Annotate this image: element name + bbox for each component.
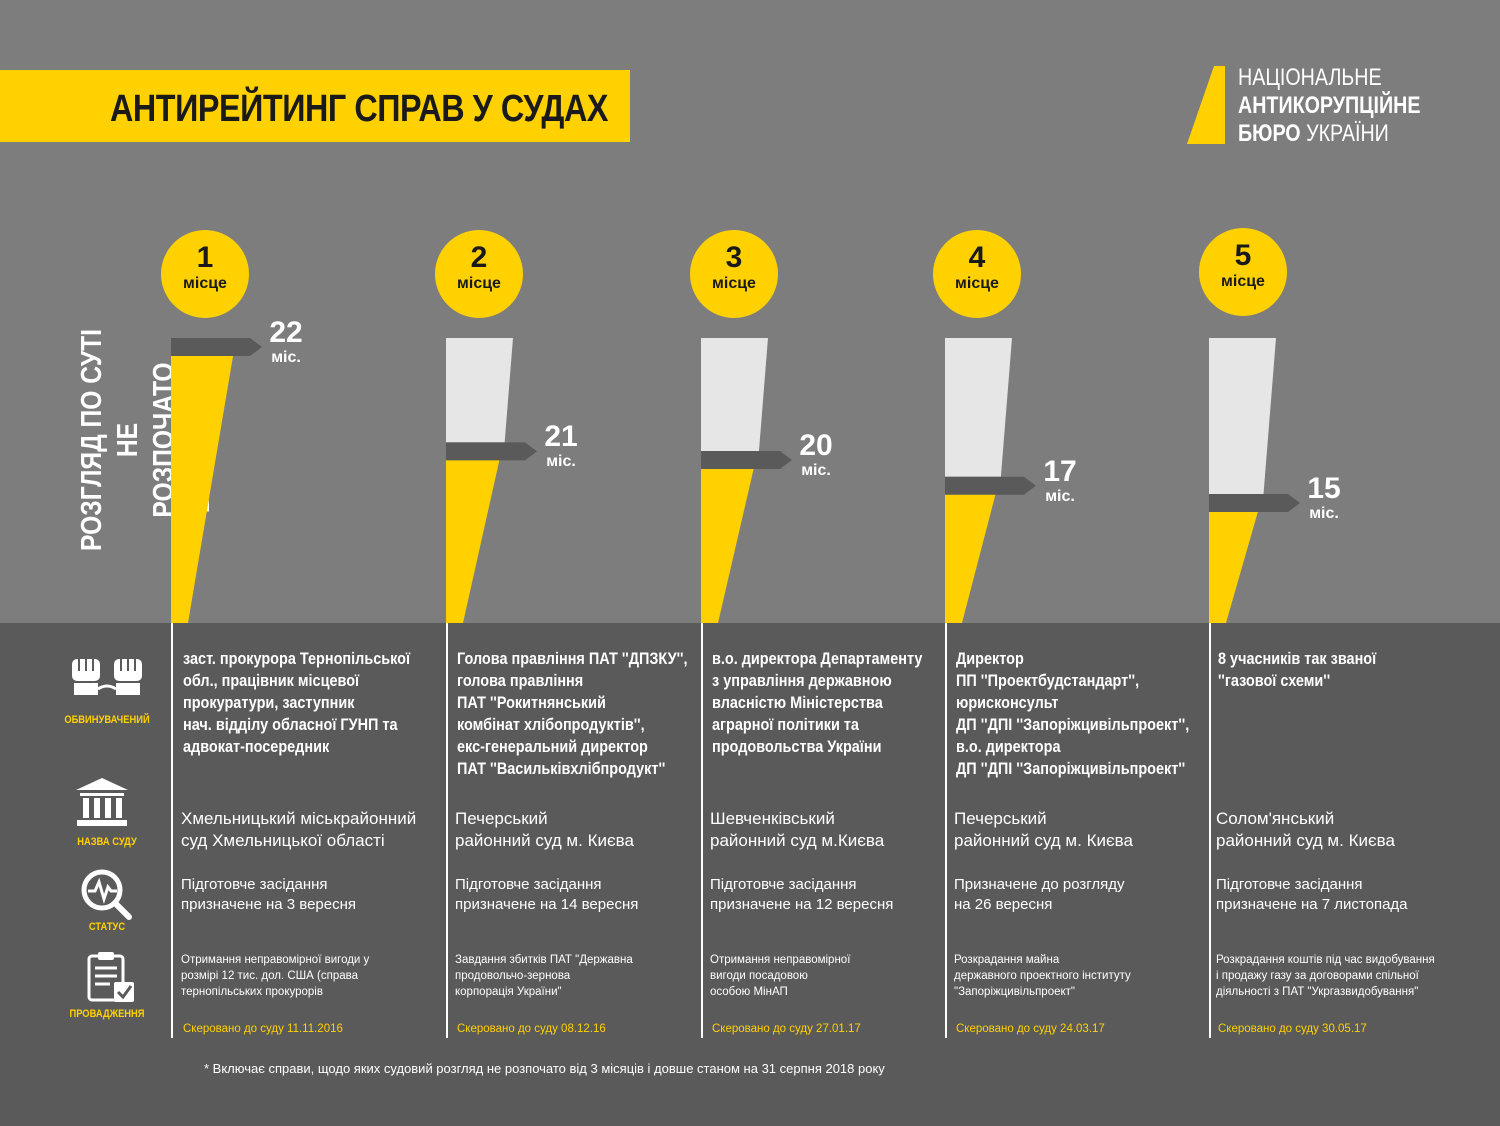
value-unit: міс. bbox=[1309, 505, 1339, 522]
sent-to-court-text: Скеровано до суду 30.05.17 bbox=[1218, 1023, 1367, 1035]
rank-number: 5 bbox=[1234, 239, 1252, 272]
bar-empty-3 bbox=[701, 338, 768, 451]
value-label-3: 20 міс. bbox=[786, 431, 846, 481]
sent-to-court-text: Скеровано до суду 08.12.16 bbox=[457, 1023, 606, 1035]
proceedings-text: Отримання неправомірної вигоди посадовою о… bbox=[710, 954, 851, 998]
details-background bbox=[0, 623, 1500, 1126]
bar-empty-2 bbox=[446, 338, 513, 443]
bar-marker-2 bbox=[446, 442, 537, 461]
nabu-logo-icon bbox=[1187, 66, 1225, 144]
rank-suffix: місце bbox=[183, 275, 227, 292]
value-unit: міс. bbox=[546, 453, 576, 471]
proceedings-text: Розкрадання майна державного проектного і… bbox=[954, 954, 1131, 998]
value-number: 20 bbox=[799, 429, 833, 462]
court-text: Печерський районний суд м. Києва bbox=[954, 809, 1133, 850]
status-text: Підготовче засідання призначене на 12 вер… bbox=[710, 876, 894, 913]
status-label: СТАТУС bbox=[88, 921, 126, 933]
rank-number: 3 bbox=[725, 241, 743, 274]
accused-text: в.о. директора Департаменту з управління … bbox=[712, 649, 923, 756]
bar-2 bbox=[446, 454, 501, 623]
bar-1 bbox=[171, 350, 235, 623]
proceedings-label: ПРОВАДЖЕННЯ bbox=[69, 1008, 145, 1020]
court-text: Солом'янський районний суд м. Києва bbox=[1216, 809, 1395, 850]
accused-text: Голова правління ПАТ ''ДПЗКУ'', голова пр… bbox=[457, 649, 688, 778]
rank-circle-2: 2 місце bbox=[435, 230, 523, 318]
bar-marker-3 bbox=[701, 451, 792, 469]
bar-chart bbox=[171, 338, 1300, 623]
accused-text: 8 учасників так званої ''газової схеми'' bbox=[1218, 649, 1377, 690]
status-text: Призначене до розгляду на 26 вересня bbox=[954, 876, 1125, 913]
bar-marker-5 bbox=[1209, 494, 1300, 512]
value-number: 17 bbox=[1043, 454, 1077, 488]
court-label: НАЗВА СУДУ bbox=[77, 836, 137, 848]
rank-suffix: місце bbox=[955, 275, 999, 292]
court-text: Хмельницький міськрайонний суд Хмельницьк… bbox=[181, 809, 417, 850]
value-label-5: 15 міс. bbox=[1294, 474, 1354, 524]
footnote: * Включає справи, щодо яких судовий розг… bbox=[204, 1061, 885, 1076]
rank-circle-4: 4 місце bbox=[933, 230, 1021, 318]
sent-to-court-text: Скеровано до суду 27.01.17 bbox=[712, 1023, 861, 1035]
column-divider bbox=[171, 623, 173, 1038]
logo-line-1: НАЦІОНАЛЬНЕ bbox=[1238, 64, 1382, 91]
rank-number: 4 bbox=[968, 241, 986, 274]
bar-marker-4 bbox=[945, 476, 1036, 495]
court-text: Шевченківський районний суд м.Києва bbox=[710, 809, 885, 850]
value-label-2: 21 міс. bbox=[531, 422, 591, 472]
handcuffed-fists-icon bbox=[72, 659, 142, 695]
bar-3 bbox=[701, 463, 755, 623]
status-magnifier-icon bbox=[81, 869, 132, 920]
sent-to-court-text: Скеровано до суду 24.03.17 bbox=[956, 1023, 1105, 1035]
rank-number: 2 bbox=[470, 241, 488, 274]
value-number: 21 bbox=[544, 420, 578, 454]
rank-circle-3: 3 місце bbox=[690, 230, 778, 318]
column-divider bbox=[446, 623, 448, 1038]
court-text: Печерський районний суд м. Києва bbox=[455, 809, 634, 850]
bar-marker-1 bbox=[171, 338, 262, 356]
rank-number: 1 bbox=[196, 241, 214, 274]
column-divider bbox=[701, 623, 703, 1038]
accused-text: Директор ПП ''Проектбудстандарт'', юрискон… bbox=[956, 649, 1190, 778]
proceedings-text: Отримання неправомірної вигоди у розмірі … bbox=[181, 954, 370, 998]
page-title: АНТИРЕЙТИНГ СПРАВ У СУДАХ bbox=[110, 88, 609, 130]
bar-empty-5 bbox=[1209, 338, 1276, 494]
rank-suffix: місце bbox=[1221, 273, 1265, 290]
proceedings-checklist-icon bbox=[87, 952, 134, 1002]
rank-suffix: місце bbox=[457, 275, 501, 292]
sent-to-court-text: Скеровано до суду 11.11.2016 bbox=[183, 1023, 343, 1035]
accused-label: ОБВИНУВАЧЕНИЙ bbox=[64, 714, 150, 726]
column-divider bbox=[945, 623, 947, 1038]
value-unit: міс. bbox=[271, 349, 301, 366]
courthouse-icon bbox=[76, 778, 128, 826]
proceedings-text: Розкрадання коштів під час видобування і … bbox=[1216, 954, 1435, 998]
bar-4 bbox=[945, 488, 997, 623]
column-divider bbox=[1209, 623, 1211, 1038]
value-unit: міс. bbox=[801, 462, 831, 479]
status-text: Підготовче засідання призначене на 3 вере… bbox=[181, 876, 357, 913]
value-label-4: 17 міс. bbox=[1030, 454, 1090, 507]
bar-empty-4 bbox=[945, 338, 1012, 477]
bar-5 bbox=[1209, 506, 1260, 623]
accused-text: заст. прокурора Тернопільської обл., прац… bbox=[183, 649, 411, 756]
title-bar bbox=[0, 70, 630, 142]
proceedings-text: Завдання збитків ПАТ "Державна продовольч… bbox=[455, 954, 633, 998]
status-text: Підготовче засідання призначене на 7 лист… bbox=[1216, 876, 1408, 913]
value-label-1: 22 міс. bbox=[256, 318, 316, 368]
value-unit: міс. bbox=[1045, 487, 1075, 505]
value-number: 15 bbox=[1307, 472, 1341, 505]
logo-line-2: АНТИКОРУПЦІЙНЕ bbox=[1238, 92, 1421, 119]
logo-line-3: БЮРО УКРАЇНИ bbox=[1238, 120, 1389, 147]
rank-circle-1: 1 місце bbox=[161, 230, 249, 318]
rank-suffix: місце bbox=[712, 275, 756, 292]
status-text: Підготовче засідання призначене на 14 вер… bbox=[455, 876, 639, 913]
value-number: 22 bbox=[269, 316, 303, 349]
rank-circle-5: 5 місце bbox=[1199, 228, 1287, 316]
